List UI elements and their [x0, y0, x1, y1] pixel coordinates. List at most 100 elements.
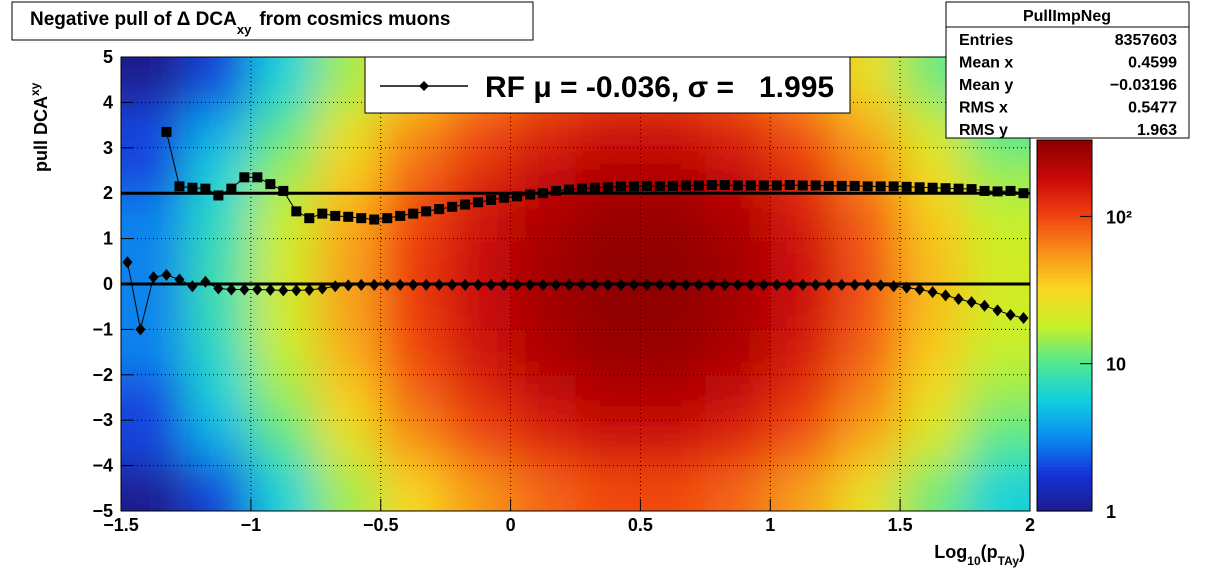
- point: [875, 279, 886, 292]
- heat-cell: [185, 57, 252, 104]
- colorbar-segment: [1037, 399, 1092, 405]
- point: [797, 278, 808, 291]
- y-tick-label: 4: [103, 92, 113, 112]
- heat-cell: [835, 284, 902, 331]
- point: [551, 278, 562, 291]
- heat-cell: [965, 465, 1030, 511]
- colorbar-segment: [1037, 191, 1092, 197]
- point: [304, 283, 315, 296]
- heat-cell: [250, 420, 317, 467]
- heat-cell: [185, 238, 252, 285]
- point: [979, 299, 990, 312]
- heat-cell: [185, 374, 252, 422]
- point: [706, 278, 717, 291]
- point: [771, 278, 782, 291]
- colorbar-segment: [1037, 240, 1092, 245]
- colorbar-segment: [1037, 258, 1092, 264]
- heat-cell: [185, 193, 252, 240]
- heat-cell: [835, 238, 902, 285]
- colorbar-segment: [1037, 169, 1092, 174]
- point: [356, 278, 367, 291]
- point: [719, 278, 730, 291]
- colorbar-segment: [1037, 440, 1092, 445]
- heat-cell: [575, 193, 642, 240]
- colorbar-segment: [1037, 184, 1092, 189]
- colorbar-segment: [1037, 492, 1092, 497]
- point: [602, 278, 613, 291]
- heat-cell: [445, 238, 512, 285]
- colorbar-segment: [1037, 485, 1092, 490]
- legend-text: RF μ = -0.036, σ = 1.995: [485, 71, 834, 104]
- point: [732, 278, 743, 291]
- heat-cell: [900, 420, 967, 467]
- colorbar-segment: [1037, 188, 1092, 193]
- colorbar-segment: [1037, 344, 1092, 349]
- stats-value: 8357603: [1115, 32, 1177, 49]
- point: [187, 280, 198, 293]
- point: [836, 180, 847, 191]
- point: [1018, 312, 1029, 325]
- heat-cell: [315, 465, 382, 511]
- point: [615, 181, 626, 192]
- point: [330, 210, 341, 221]
- colorbar-segment: [1037, 421, 1092, 427]
- colorbar-segment: [1037, 158, 1092, 163]
- heat-cell: [250, 329, 317, 376]
- colorbar-segment: [1037, 180, 1092, 186]
- stats-label: RMS x: [959, 100, 1008, 117]
- point: [239, 283, 250, 296]
- heat-cell: [575, 420, 642, 467]
- point: [486, 195, 497, 206]
- point: [291, 284, 302, 297]
- stats-value: 0.4599: [1128, 55, 1177, 72]
- point: [395, 210, 406, 221]
- colorbar-segment: [1037, 370, 1092, 375]
- heat-cell: [640, 374, 707, 422]
- colorbar-segment: [1037, 321, 1092, 327]
- colorbar-segment: [1037, 151, 1092, 156]
- heat-cell: [185, 329, 252, 376]
- heat-cell: [575, 284, 642, 331]
- y-axis-label: pull DCAxy: [28, 82, 51, 172]
- heat-cell: [705, 284, 772, 331]
- x-tick-label: −1.5: [103, 515, 139, 535]
- point: [356, 213, 367, 224]
- colorbar-segment: [1037, 414, 1092, 419]
- point: [901, 281, 912, 294]
- colorbar-segment: [1037, 199, 1092, 204]
- colorbar-segment: [1037, 318, 1092, 323]
- point: [654, 278, 665, 291]
- heat-cell: [185, 420, 252, 467]
- point: [317, 208, 328, 219]
- point: [447, 278, 458, 291]
- x-tick-label: −1: [241, 515, 262, 535]
- colorbar-segment: [1037, 358, 1092, 364]
- colorbar-segment: [1037, 407, 1092, 412]
- point: [1018, 188, 1029, 199]
- point: [265, 283, 276, 296]
- heat-cell: [965, 238, 1030, 285]
- point: [135, 323, 146, 336]
- point: [421, 278, 432, 291]
- stats-label: Mean x: [959, 55, 1013, 72]
- heat-cell: [510, 374, 577, 422]
- point: [680, 278, 691, 291]
- heat-cell: [835, 374, 902, 422]
- point: [693, 278, 704, 291]
- heat-cell: [835, 329, 902, 376]
- point: [421, 206, 432, 217]
- point: [745, 180, 756, 191]
- heat-cell: [900, 193, 967, 240]
- colorbar-segment: [1037, 162, 1092, 167]
- point: [499, 192, 510, 203]
- point: [888, 181, 899, 192]
- point: [304, 213, 315, 224]
- heat-cell: [380, 284, 447, 331]
- heat-cell: [380, 147, 447, 195]
- point: [252, 172, 263, 183]
- point: [434, 204, 445, 215]
- colorbar-segment: [1037, 473, 1092, 479]
- heat-cell: [575, 374, 642, 422]
- colorbar-segment: [1037, 410, 1092, 416]
- point: [992, 304, 1003, 317]
